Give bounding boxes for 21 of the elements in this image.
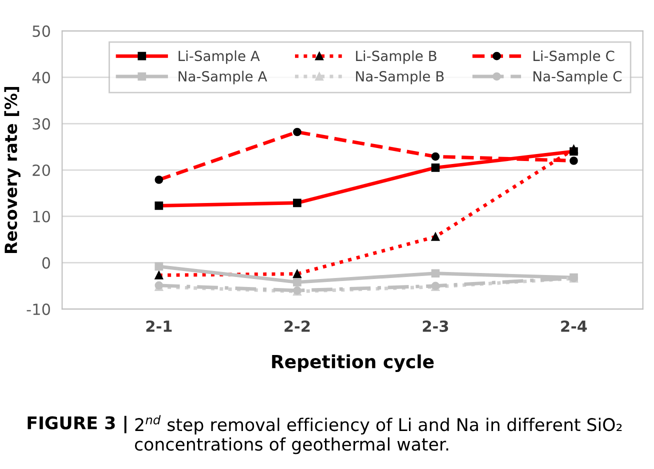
text: 2$^{nd}$ step removal efficiency of Li and Na in different SiO₂ concentrations of geothermal water.: [134, 415, 622, 454]
legend-label: Na-Sample A: [178, 70, 268, 84]
x-tick-label: 2-2: [284, 320, 310, 332]
legend-label: Li-Sample A: [178, 50, 260, 64]
x-axis-title: Repetition cycle: [272, 354, 434, 372]
y-tick-label: 10: [33, 210, 50, 222]
y-tick-label: 30: [32, 118, 50, 130]
legend-label: Li-Sample C: [534, 50, 614, 64]
x-tick-label: 2-1: [146, 320, 172, 332]
y-tick-label: 40: [32, 72, 50, 84]
y-tick-label: 50: [32, 25, 50, 37]
y-axis-title: Recovery rate [%]: [4, 86, 21, 253]
y-tick-label: 20: [32, 164, 50, 176]
legend-label: Na-Sample C: [534, 70, 622, 84]
caption: FIGURE 3 |: [28, 416, 126, 434]
legend-label: Li-Sample B: [356, 50, 436, 64]
x-tick-label: 2-3: [422, 320, 448, 332]
legend-label: Na-Sample B: [356, 70, 444, 84]
y-tick-label: 0: [42, 257, 50, 269]
y-tick-label: -10: [26, 304, 50, 316]
x-tick-label: 2-4: [561, 320, 587, 332]
